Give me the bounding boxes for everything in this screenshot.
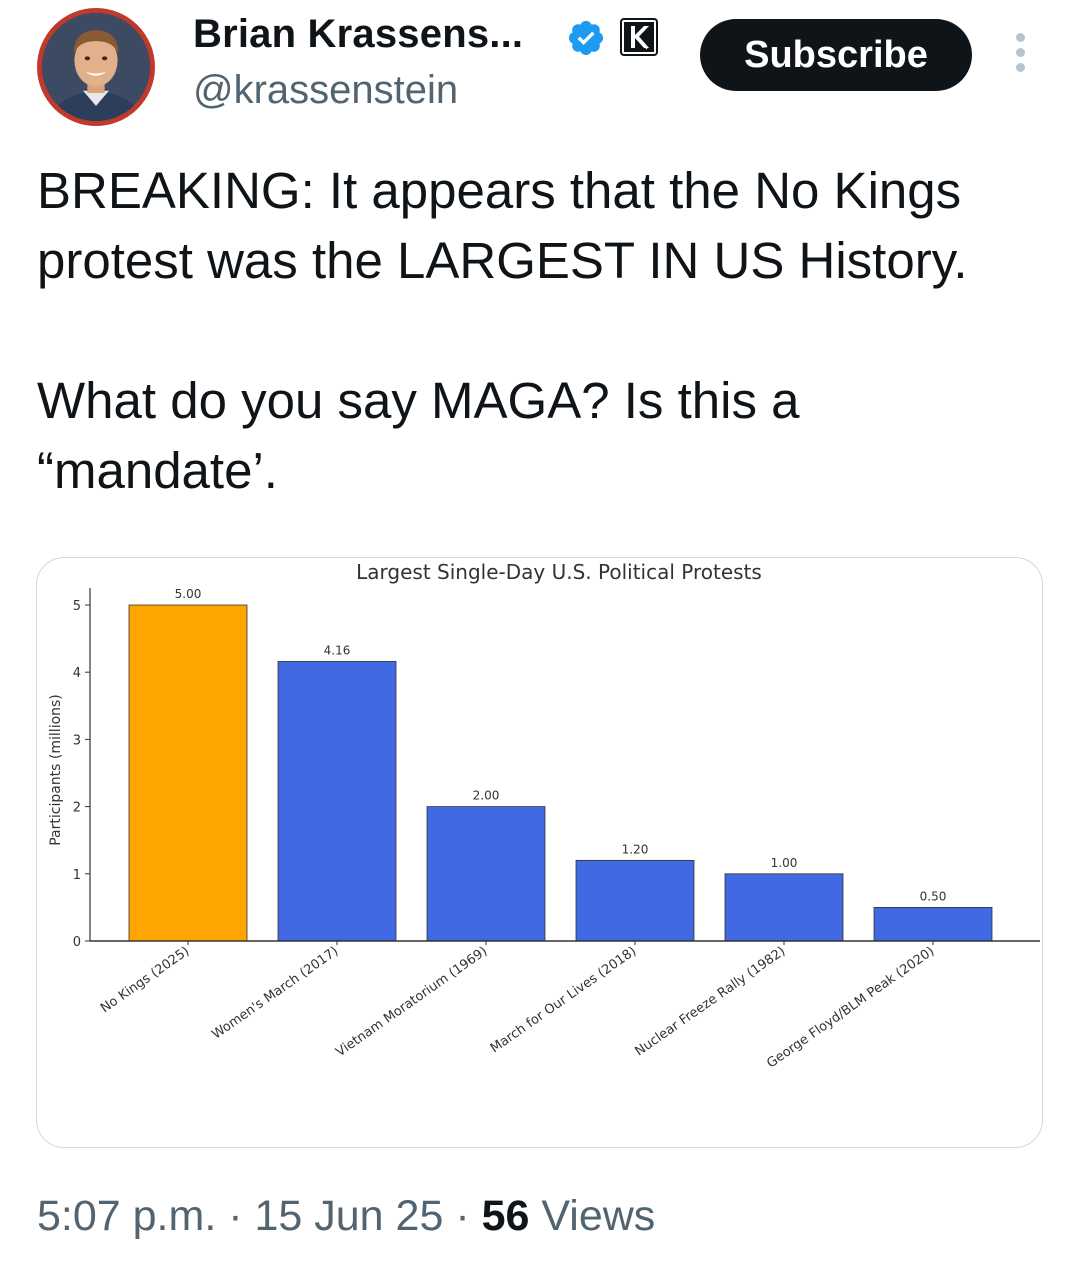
x-tick-label: Vietnam Moratorium (1969) <box>333 944 490 1060</box>
bar <box>128 604 248 942</box>
more-vertical-icon[interactable] <box>1008 33 1032 77</box>
y-tick-label: 0 <box>73 935 81 950</box>
avatar[interactable] <box>37 8 155 126</box>
views-count[interactable]: 56 <box>481 1192 530 1240</box>
meta-separator: · <box>443 1192 482 1240</box>
y-axis: 0 1 2 3 4 5 <box>73 588 91 950</box>
bar <box>277 661 397 942</box>
bar-chart: Largest Single-Day U.S. Political Protes… <box>48 560 1040 1071</box>
subscribe-button[interactable]: Subscribe <box>700 19 972 91</box>
verified-badge-icon[interactable] <box>566 18 606 58</box>
y-tick-label: 3 <box>73 733 81 748</box>
y-tick-label: 2 <box>73 801 81 816</box>
bar-value-label: 1.00 <box>771 856 798 870</box>
bars-group: 5.00 4.16 2.00 1.20 1.00 0.50 <box>128 587 993 942</box>
tweet-media-image[interactable]: Largest Single-Day U.S. Political Protes… <box>36 557 1043 1148</box>
tweet-meta: 5:07 p.m. · 15 Jun 25 · 56 Views <box>37 1192 655 1241</box>
tweet-date[interactable]: 15 Jun 25 <box>254 1192 444 1240</box>
x-tick-label: Nuclear Freeze Rally (1982) <box>632 944 788 1059</box>
y-tick-label: 5 <box>73 599 81 614</box>
bar-value-label: 0.50 <box>920 889 947 903</box>
bar-value-label: 5.00 <box>175 587 202 601</box>
author-display-name[interactable]: Brian Krassens... <box>193 12 524 56</box>
bar-value-label: 1.20 <box>622 842 649 856</box>
profile-photo <box>42 13 150 121</box>
x-tick-label: George Floyd/BLM Peak (2020) <box>764 944 937 1071</box>
y-axis-label: Participants (millions) <box>48 694 64 846</box>
x-tick-label: March for Our Lives (2018) <box>488 944 639 1056</box>
x-tick-label: Women's March (2017) <box>209 944 341 1043</box>
y-tick-label: 4 <box>73 666 81 681</box>
bar <box>575 859 695 942</box>
views-label: Views <box>529 1192 656 1240</box>
bar <box>724 873 844 942</box>
x-tick-label: No Kings (2025) <box>98 944 192 1016</box>
author-handle[interactable]: @krassenstein <box>193 68 459 112</box>
tweet-paragraph: What do you say MAGA? Is this a “mandate… <box>37 372 800 499</box>
y-tick-label: 1 <box>73 868 81 883</box>
meta-separator: · <box>216 1192 255 1240</box>
k-affiliate-badge-icon[interactable] <box>620 18 658 56</box>
bar <box>873 906 993 942</box>
bar-value-label: 4.16 <box>324 643 351 657</box>
tweet-paragraph: BREAKING: It appears that the No Kings p… <box>37 162 968 289</box>
x-axis-labels: No Kings (2025) Women's March (2017)Vietn… <box>98 941 937 1071</box>
tweet-time[interactable]: 5:07 p.m. <box>37 1192 217 1240</box>
bar <box>426 806 546 942</box>
chart-title: Largest Single-Day U.S. Political Protes… <box>356 560 762 584</box>
bar-value-label: 2.00 <box>473 789 500 803</box>
tweet-text: BREAKING: It appears that the No Kings p… <box>37 156 1047 506</box>
